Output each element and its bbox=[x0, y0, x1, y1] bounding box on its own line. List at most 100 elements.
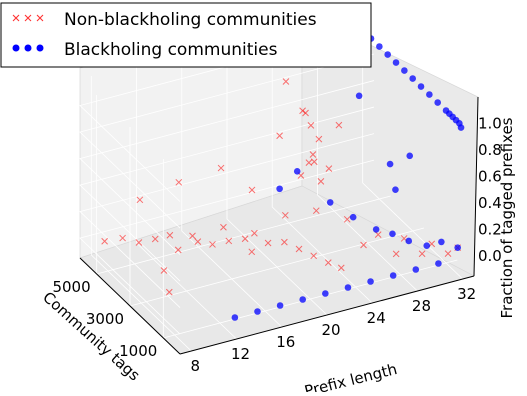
data-point-non-blackholing bbox=[444, 250, 452, 257]
data-point-non-blackholing bbox=[343, 215, 351, 223]
data-point-non-blackholing bbox=[175, 178, 183, 186]
data-point-blackholing bbox=[322, 290, 329, 297]
data-point-non-blackholing bbox=[309, 151, 317, 158]
data-point-non-blackholing bbox=[174, 246, 182, 254]
data-point-non-blackholing bbox=[160, 267, 168, 274]
data-point-blackholing bbox=[389, 272, 397, 279]
data-point-blackholing bbox=[389, 230, 396, 238]
data-point-non-blackholing bbox=[312, 207, 320, 215]
data-point-non-blackholing bbox=[295, 245, 303, 253]
data-point-non-blackholing bbox=[220, 223, 227, 231]
legend-label-non-blackholing: Non-blackholing communities bbox=[64, 10, 317, 30]
data-point-blackholing bbox=[376, 43, 383, 50]
legend-box bbox=[0, 2, 372, 68]
z-tick-label: 0.2 bbox=[478, 221, 502, 239]
axis-edges bbox=[79, 96, 479, 355]
data-point-blackholing bbox=[412, 266, 420, 273]
data-point-blackholing bbox=[349, 213, 357, 221]
data-point-non-blackholing bbox=[151, 235, 159, 243]
data-point-non-blackholing bbox=[276, 132, 283, 140]
x-axis-label: Prefix length bbox=[303, 360, 399, 392]
data-point-blackholing bbox=[423, 242, 431, 249]
x-tick-label: 12 bbox=[231, 345, 250, 363]
data-point-non-blackholing bbox=[166, 231, 174, 239]
data-point-non-blackholing bbox=[324, 259, 332, 266]
x-ticks: 8 12 16 20 24 28 32 bbox=[191, 285, 477, 375]
z-tick-label: 0.8 bbox=[478, 141, 502, 159]
data-point-non-blackholing bbox=[189, 232, 196, 240]
y-tick-label: 5000 bbox=[52, 278, 90, 296]
series-non-blackholing bbox=[101, 78, 462, 296]
data-point-non-blackholing bbox=[317, 178, 325, 185]
z-tick-label: 0.6 bbox=[478, 168, 502, 186]
data-point-non-blackholing bbox=[310, 158, 318, 166]
data-point-blackholing bbox=[438, 238, 445, 246]
data-point-blackholing bbox=[392, 186, 399, 194]
z-gridline bbox=[79, 133, 375, 308]
data-point-non-blackholing bbox=[302, 109, 309, 117]
data-point-non-blackholing bbox=[136, 196, 144, 204]
data-point-blackholing bbox=[435, 260, 442, 267]
x-tick-label: 32 bbox=[457, 285, 476, 303]
data-point-non-blackholing bbox=[299, 107, 306, 115]
data-point-non-blackholing bbox=[165, 288, 173, 296]
data-point-blackholing bbox=[299, 296, 307, 303]
data-point-blackholing bbox=[417, 83, 425, 90]
data-point-blackholing bbox=[372, 226, 380, 233]
data-point-non-blackholing bbox=[251, 229, 258, 237]
legend: Non-blackholing communities Blackholing … bbox=[0, 2, 372, 68]
data-point-non-blackholing bbox=[135, 239, 143, 246]
x-gridline bbox=[226, 40, 328, 316]
data-point-blackholing bbox=[326, 199, 334, 206]
data-point-non-blackholing bbox=[194, 238, 202, 245]
data-point-blackholing bbox=[409, 75, 416, 82]
data-point-non-blackholing bbox=[217, 164, 225, 172]
legend-marker-non-blackholing bbox=[12, 14, 44, 22]
z-axis-line bbox=[473, 96, 479, 277]
data-point-blackholing bbox=[454, 244, 461, 251]
z-gridline bbox=[79, 80, 375, 255]
z-gridline bbox=[79, 106, 375, 282]
data-point-blackholing bbox=[384, 51, 391, 58]
data-point-non-blackholing bbox=[418, 250, 426, 258]
z-tick-label: 0.0 bbox=[478, 247, 502, 265]
data-point-blackholing bbox=[231, 314, 239, 321]
data-point-non-blackholing bbox=[281, 211, 289, 219]
data-point-non-blackholing bbox=[101, 237, 108, 245]
data-point-blackholing bbox=[406, 152, 414, 160]
data-point-blackholing bbox=[254, 308, 261, 315]
z-ticks: 0.0 0.2 0.4 0.6 0.8 1.0 bbox=[478, 115, 502, 266]
y-axis-line bbox=[79, 257, 181, 355]
data-point-blackholing bbox=[293, 168, 301, 175]
data-point-non-blackholing bbox=[282, 78, 290, 85]
z-gridline bbox=[79, 159, 375, 335]
data-point-blackholing bbox=[367, 278, 374, 285]
data-point-blackholing bbox=[457, 124, 465, 131]
data-point-blackholing bbox=[276, 185, 283, 193]
x-tick-label: 16 bbox=[276, 333, 295, 351]
data-point-non-blackholing bbox=[264, 239, 272, 247]
data-point-blackholing bbox=[355, 92, 363, 100]
data-point-non-blackholing bbox=[335, 121, 343, 129]
data-point-blackholing bbox=[386, 160, 394, 168]
x-gridline bbox=[90, 76, 192, 352]
data-point-non-blackholing bbox=[305, 159, 313, 166]
z-tick-label: 0.4 bbox=[478, 194, 502, 212]
y-tick-label: 1000 bbox=[119, 342, 157, 360]
data-point-blackholing bbox=[401, 67, 408, 74]
data-point-blackholing bbox=[344, 284, 352, 291]
data-point-non-blackholing bbox=[225, 237, 233, 245]
x-gridline bbox=[136, 64, 237, 340]
legend-marker-blackholing bbox=[12, 44, 44, 52]
data-point-blackholing bbox=[434, 99, 441, 106]
y-tick-label: 3000 bbox=[86, 310, 124, 328]
data-point-non-blackholing bbox=[209, 241, 216, 248]
x-gridline bbox=[317, 16, 418, 292]
legend-label-blackholing: Blackholing communities bbox=[64, 40, 278, 60]
data-point-non-blackholing bbox=[307, 122, 315, 129]
x-tick-label: 28 bbox=[412, 297, 431, 315]
data-point-non-blackholing bbox=[337, 264, 345, 272]
data-point-non-blackholing bbox=[392, 250, 400, 258]
